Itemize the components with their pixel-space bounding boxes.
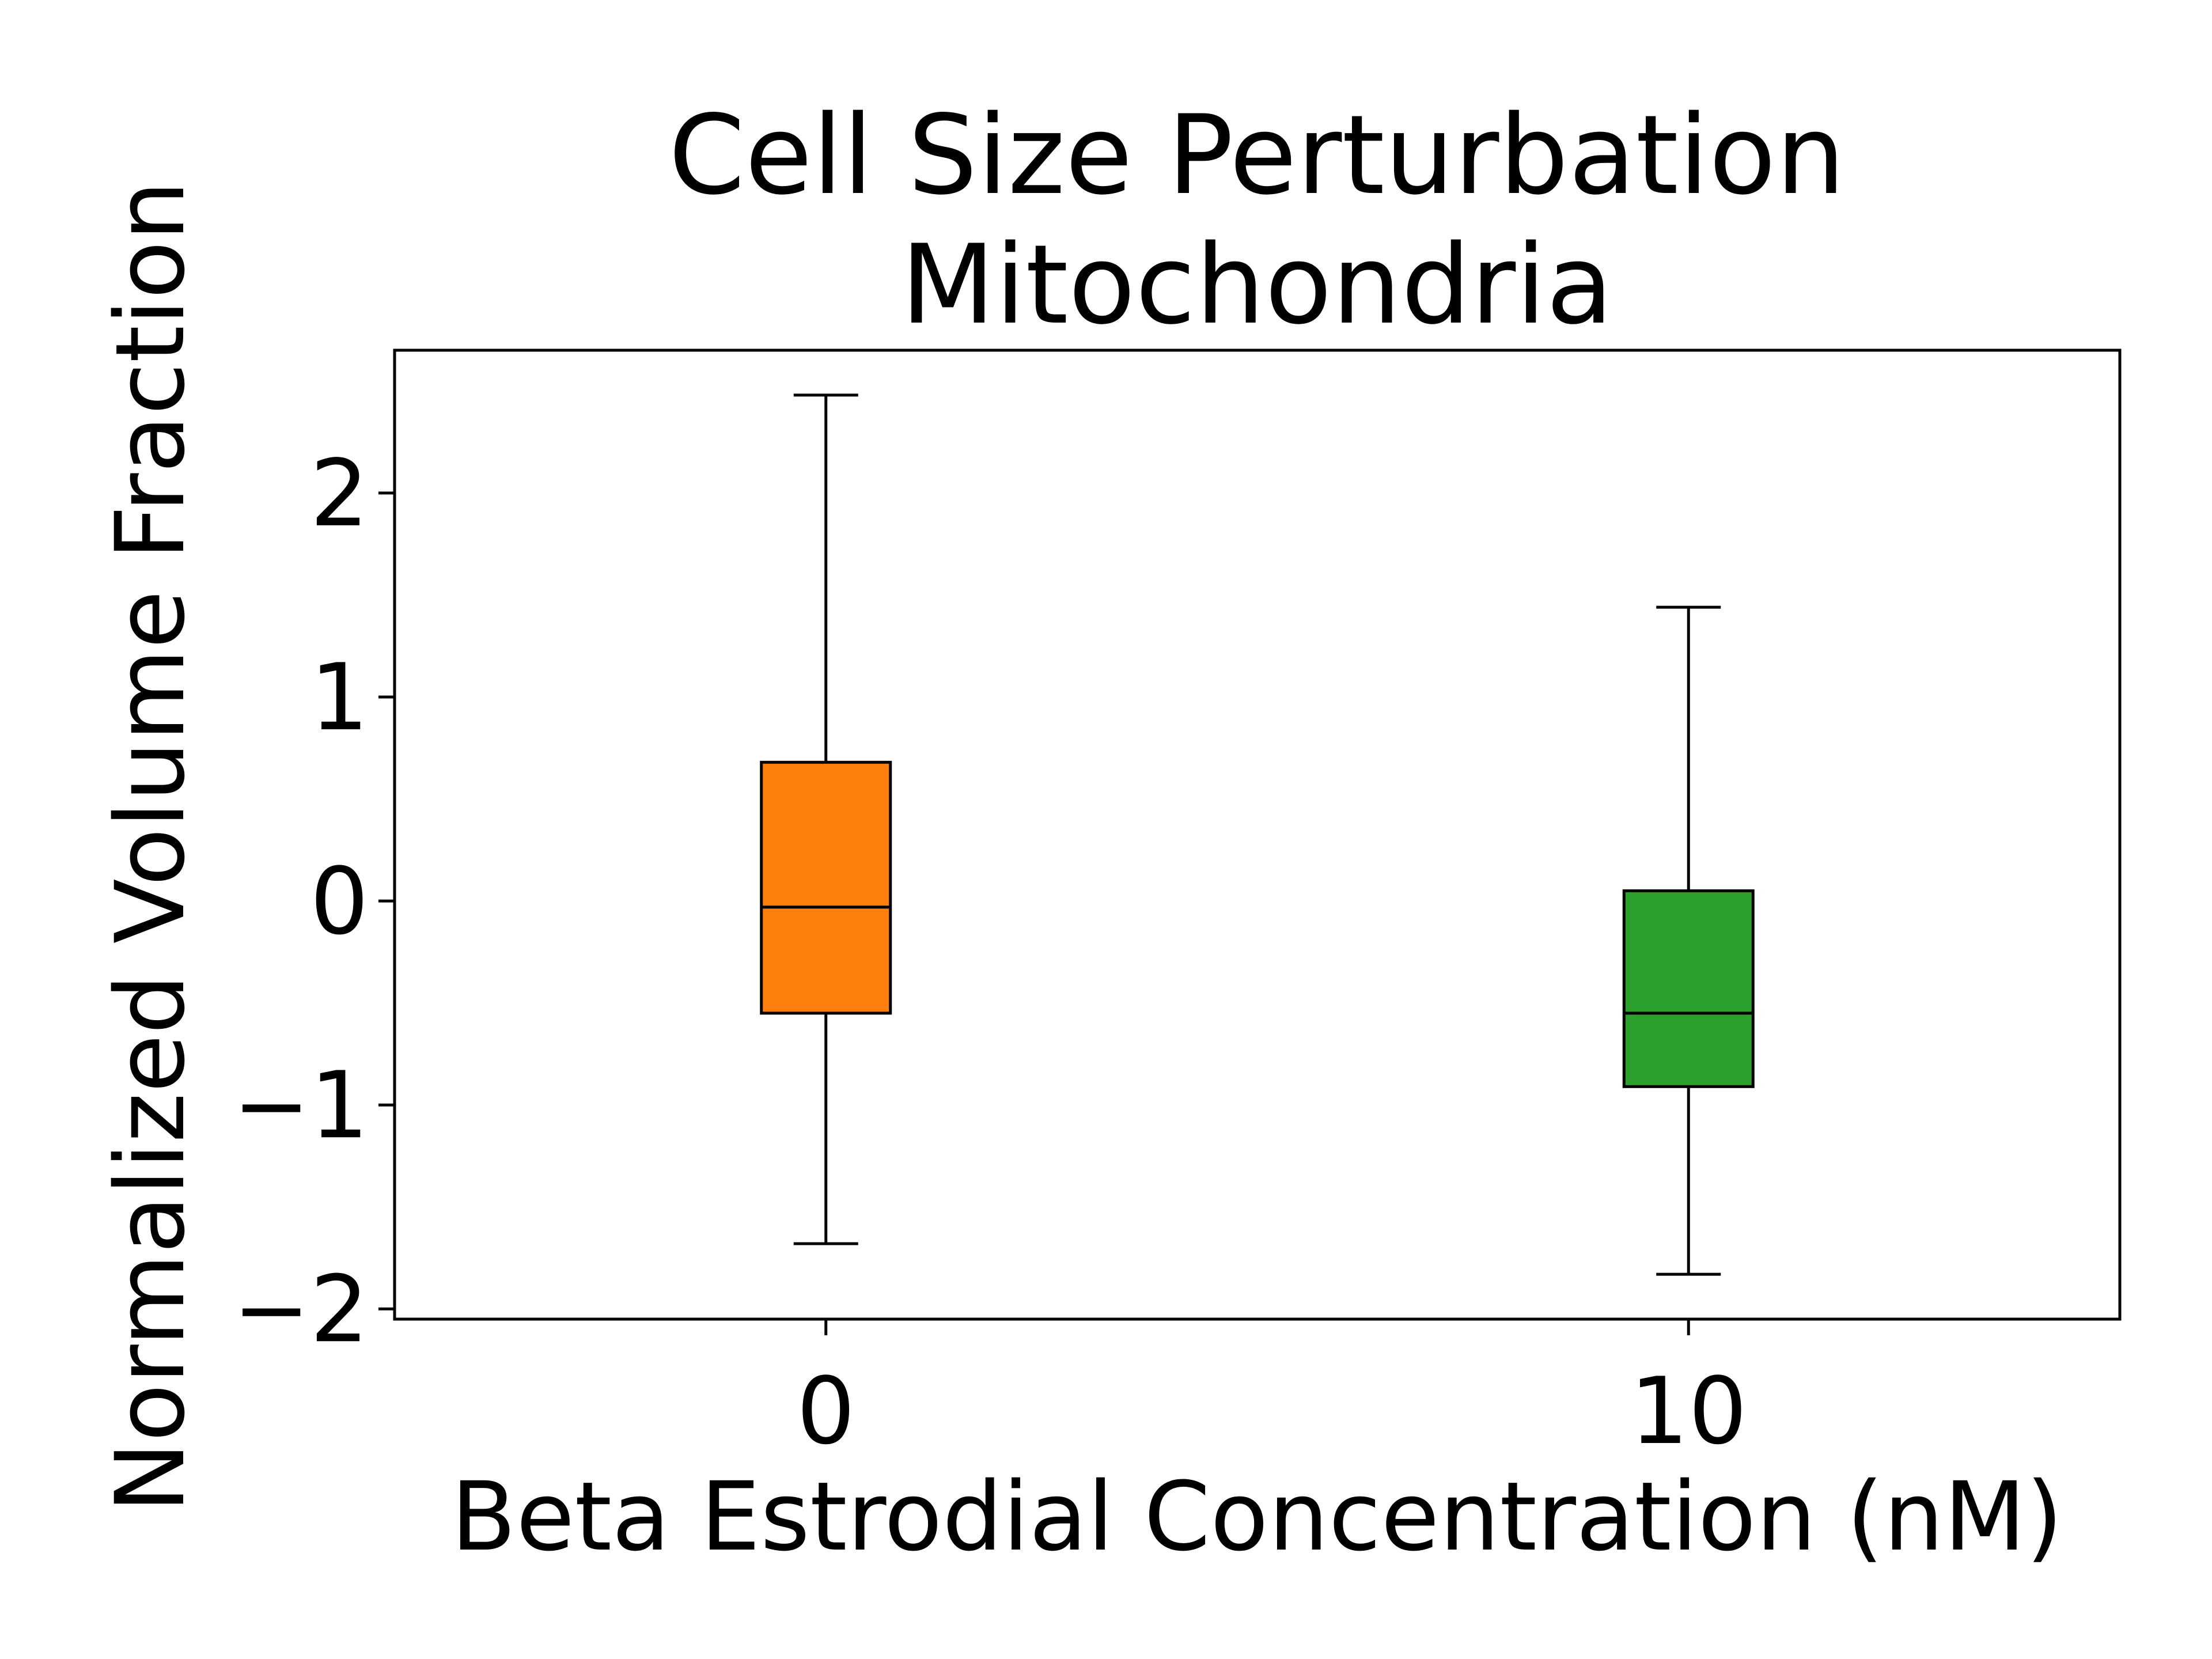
plot-area: 210−1−20 10 [233,349,2122,1465]
box-iqr [1622,889,1755,1088]
x-tick-label: 0 [797,1357,855,1465]
box-iqr [760,760,892,1015]
y-tick-label: 0 [310,847,369,955]
x-axis-label: Beta Estrodial Concentration (nM) [451,1461,2063,1572]
y-tick-label: −1 [233,1051,369,1159]
y-tick-label: 2 [310,440,369,547]
chart-title-line-2: Mitochondria [901,221,1613,349]
plot-frame [393,349,2122,1321]
y-tick-label: −2 [233,1255,369,1363]
y-axis-label: Normalized Volume Fraction [95,181,206,1513]
chart-title-line-1: Cell Size Perturbation [669,92,1846,219]
y-tick-label: 1 [310,643,369,751]
x-tick-label: 10 [1630,1357,1747,1465]
